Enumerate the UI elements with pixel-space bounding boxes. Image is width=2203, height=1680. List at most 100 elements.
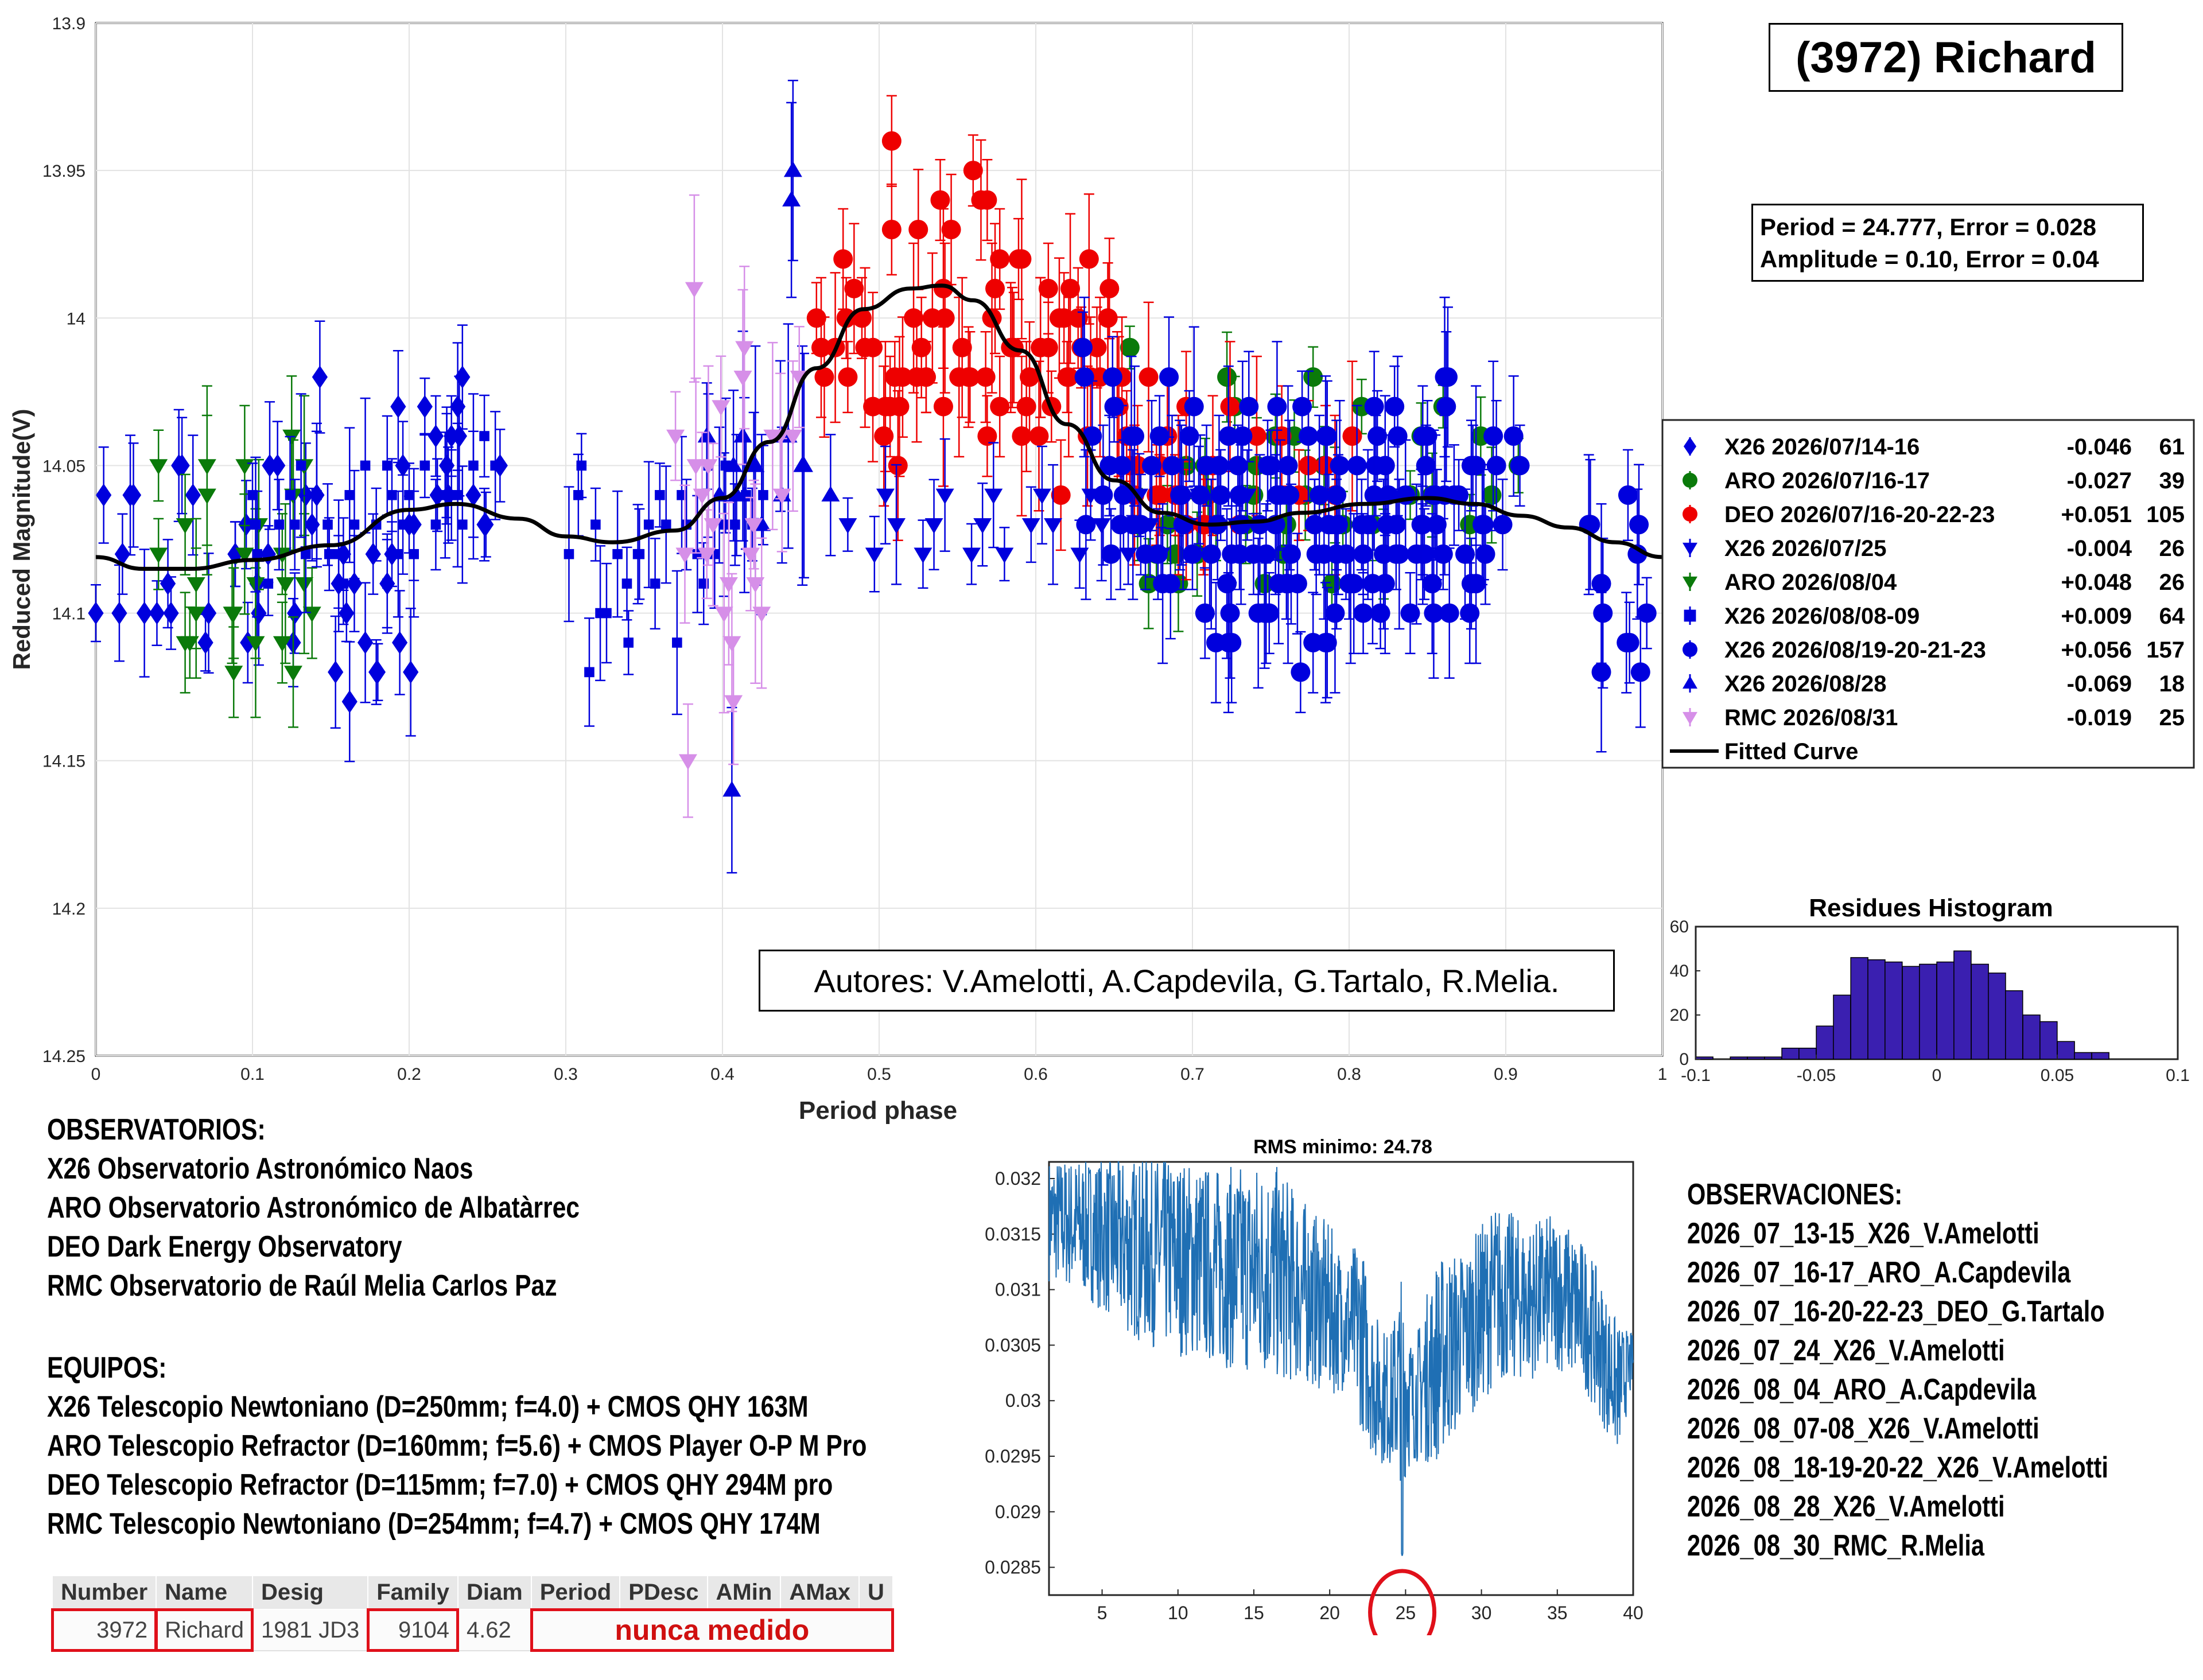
- legend-label: X26 2026/07/14-16: [1724, 434, 1920, 460]
- data-point: [990, 249, 1010, 269]
- histogram-bar: [2074, 1052, 2092, 1060]
- histogram-y-tick: 0: [1679, 1050, 1689, 1069]
- data-point: [962, 547, 981, 563]
- cell-desig: 1981 JD3: [251, 1609, 369, 1651]
- histogram-y-tick: 40: [1670, 962, 1689, 981]
- data-point: [1267, 396, 1287, 417]
- data-point: [1099, 278, 1120, 298]
- data-point: [935, 308, 955, 328]
- periodogram-x-tick: 15: [1244, 1603, 1264, 1623]
- legend-count: 26: [2159, 536, 2185, 561]
- data-point: [1120, 337, 1140, 357]
- legend-label: X26 2026/08/08-09: [1724, 604, 1920, 629]
- mpc-table: Number Name Desig Family Diam Period PDe…: [50, 1575, 894, 1652]
- observaciones-title: OBSERVACIONES:: [1687, 1178, 1903, 1211]
- legend-entry: ARO 2026/07/16-17 -0.027 39: [1683, 468, 2185, 493]
- periodogram-y-tick: 0.03: [1005, 1390, 1041, 1411]
- data-point: [479, 431, 489, 441]
- data-point: [712, 400, 731, 416]
- histogram-x-tick: 0.1: [2166, 1066, 2190, 1085]
- data-point: [719, 577, 738, 593]
- x-tick-label: 0.2: [397, 1065, 421, 1084]
- data-point: [1342, 426, 1362, 446]
- data-point: [584, 667, 595, 678]
- data-point: [887, 518, 906, 534]
- data-point: [451, 425, 467, 448]
- data-point: [744, 456, 763, 472]
- legend-entry: RMC 2026/08/31 -0.019 25: [1683, 705, 2185, 730]
- histogram-y-tick: 20: [1670, 1006, 1689, 1025]
- data-point: [419, 460, 430, 471]
- legend-count: 39: [2159, 468, 2185, 493]
- data-point: [1220, 603, 1240, 623]
- data-point: [924, 518, 943, 534]
- data-point: [344, 490, 355, 500]
- data-point: [1475, 544, 1495, 564]
- cell-name: Richard: [155, 1608, 254, 1652]
- header-period: Period: [530, 1575, 621, 1610]
- data-point: [833, 249, 853, 269]
- data-point: [727, 485, 746, 502]
- series-5: [247, 393, 768, 727]
- periodogram-y-tick: 0.032: [995, 1168, 1041, 1189]
- x-tick-label: 0.8: [1337, 1065, 1361, 1084]
- data-point: [263, 578, 274, 589]
- data-point: [357, 631, 374, 654]
- data-point: [149, 547, 168, 563]
- periodogram-title: RMS minimo: 24.78: [1253, 1136, 1432, 1158]
- data-point: [390, 395, 406, 418]
- data-point: [430, 519, 441, 530]
- data-point: [885, 367, 905, 387]
- data-point: [724, 695, 743, 711]
- data-point: [793, 456, 812, 472]
- legend-offset: -0.019: [2067, 705, 2132, 730]
- data-point: [806, 308, 826, 328]
- data-point: [295, 577, 314, 593]
- data-point: [1228, 456, 1248, 476]
- data-point: [1617, 633, 1637, 652]
- data-point: [838, 518, 857, 534]
- data-point: [1101, 544, 1121, 564]
- y-tick-label: 14.25: [42, 1047, 86, 1066]
- data-point: [227, 542, 243, 566]
- observatorio-line: ARO Observatorio Astronómico de Albatàrr…: [47, 1191, 580, 1224]
- histogram-bar: [1816, 1025, 1834, 1060]
- data-point: [935, 488, 954, 504]
- data-point: [1374, 544, 1394, 564]
- data-point: [282, 429, 301, 445]
- data-point: [409, 549, 419, 559]
- data-point: [1630, 662, 1650, 682]
- header-pdesc: PDesc: [619, 1575, 708, 1610]
- data-point: [312, 490, 322, 500]
- data-point: [1123, 515, 1143, 535]
- periodogram-y-tick: 0.0295: [985, 1446, 1041, 1467]
- series-2: [806, 95, 1362, 581]
- data-point: [187, 606, 205, 623]
- data-point: [990, 396, 1010, 417]
- data-point: [328, 660, 344, 684]
- data-point: [1455, 544, 1475, 564]
- data-point: [341, 690, 358, 713]
- data-point: [782, 190, 801, 207]
- main-y-ticks: 13.9 13.95 14 14.05 14.1 14.15 14.2 14.25: [42, 14, 86, 1066]
- data-point: [1364, 396, 1384, 417]
- data-point: [1021, 518, 1040, 534]
- data-point: [752, 606, 771, 623]
- data-point: [1330, 456, 1350, 476]
- legend-entry: X26 2026/08/19-20-21-23 +0.056 157: [1683, 637, 2185, 663]
- data-point: [1220, 396, 1240, 417]
- data-point: [395, 454, 411, 477]
- histogram-bar: [2091, 1052, 2109, 1060]
- y-tick-label: 14.05: [42, 457, 86, 476]
- data-point: [1411, 515, 1431, 535]
- data-point: [1244, 544, 1264, 564]
- data-point: [250, 519, 261, 530]
- data-point: [96, 483, 112, 507]
- legend-offset: -0.027: [2067, 468, 2132, 493]
- histogram-bar: [1781, 1048, 1800, 1060]
- data-point: [302, 606, 321, 623]
- data-point: [1292, 396, 1312, 417]
- data-point: [838, 367, 858, 387]
- data-point: [1008, 249, 1028, 269]
